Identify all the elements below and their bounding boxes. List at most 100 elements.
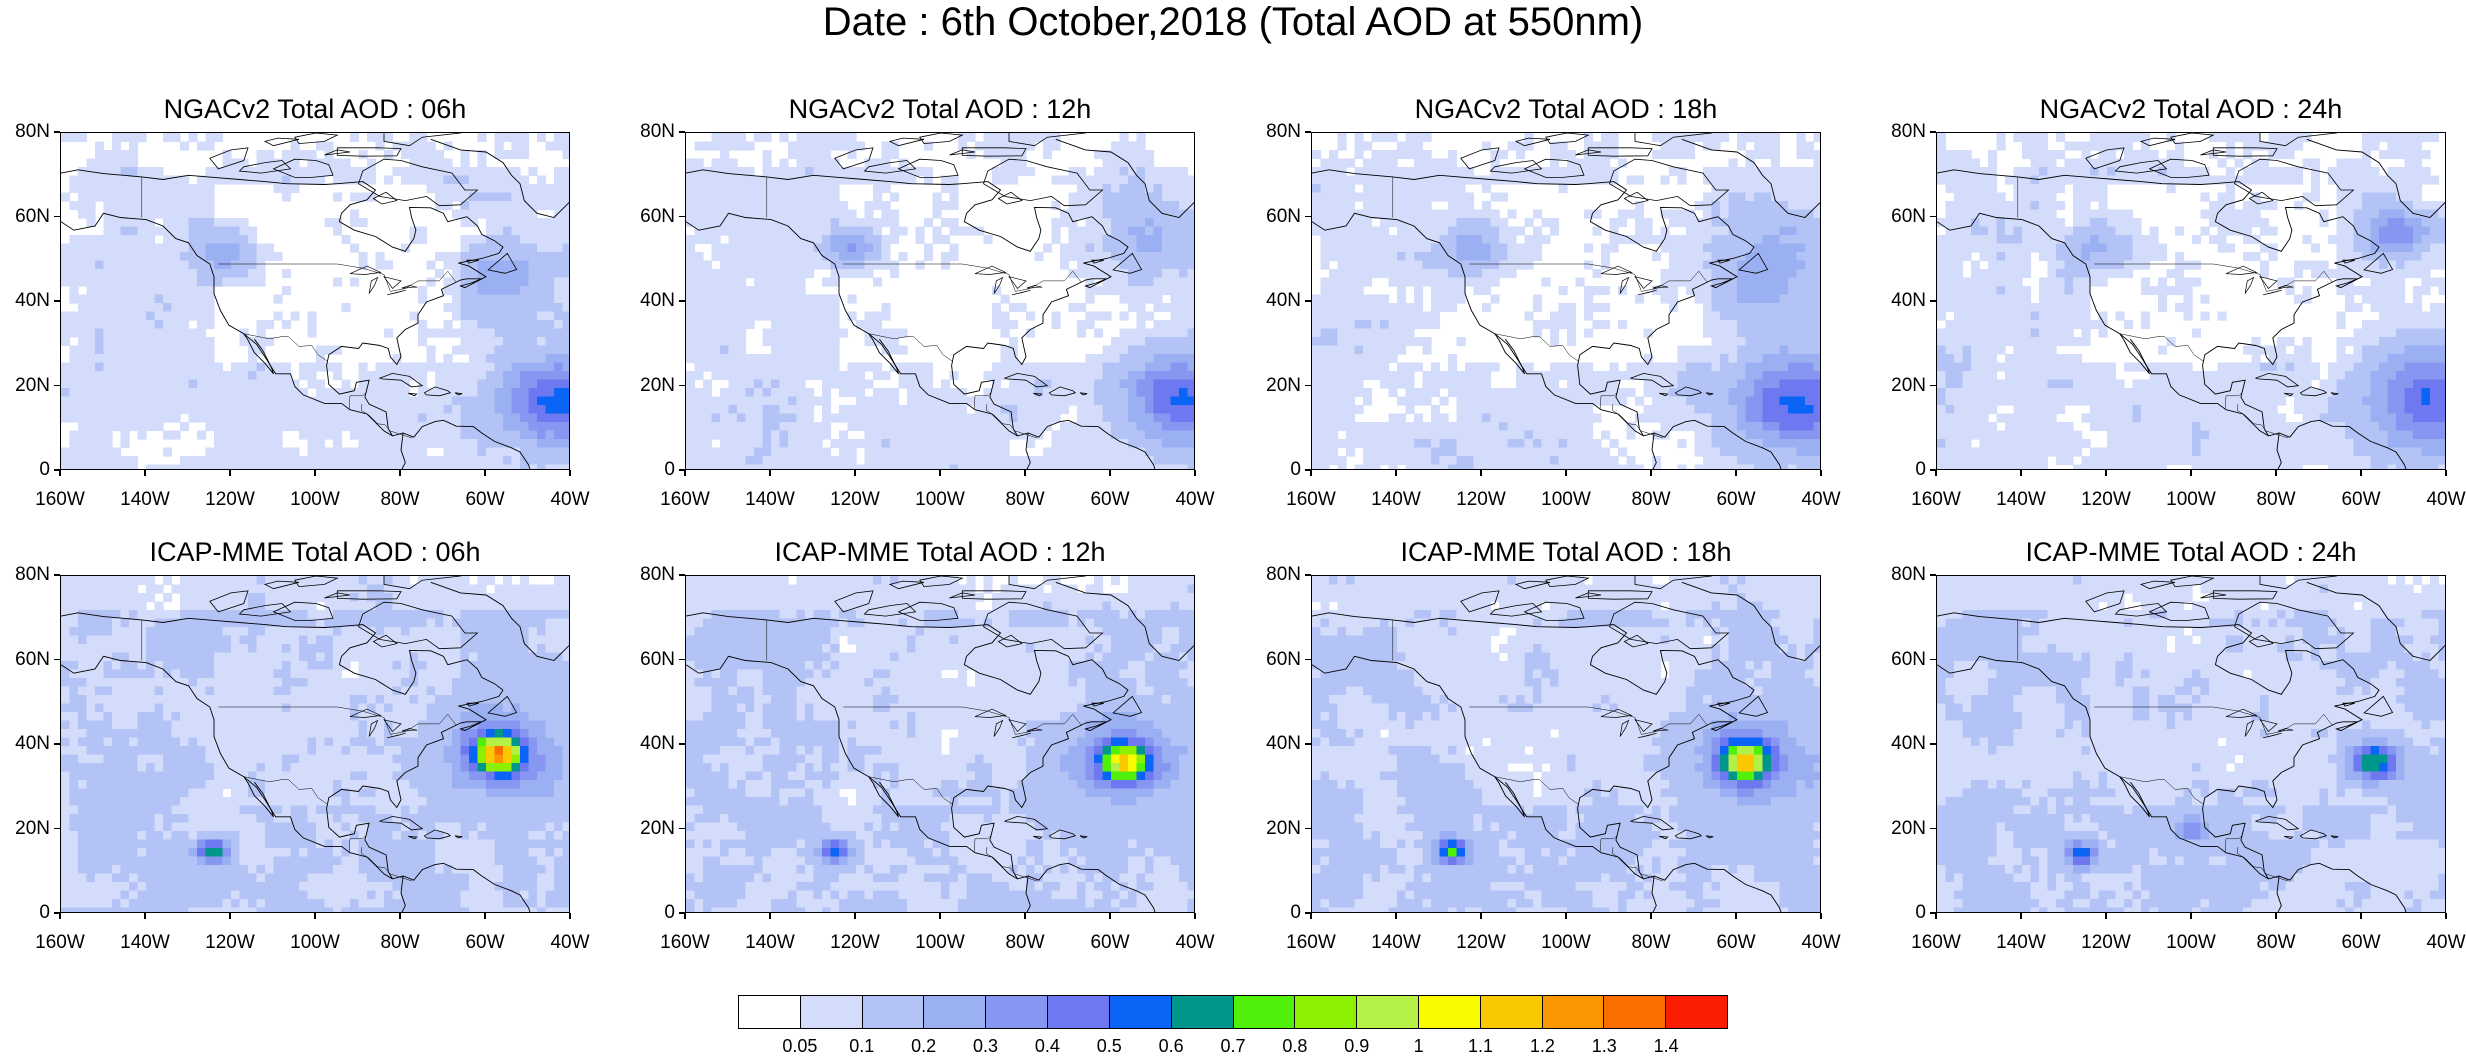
lon-tick (1935, 913, 1937, 919)
lat-tick-label: 80N (1891, 121, 1926, 142)
lon-tick (1650, 470, 1652, 476)
lon-tick (2445, 470, 2447, 476)
lat-tick-label: 20N (1266, 817, 1301, 839)
map-frame (1311, 132, 1821, 470)
lon-tick-label: 60W (2341, 932, 2381, 953)
lon-tick (2020, 470, 2022, 476)
lon-tick-label: 100W (290, 489, 340, 510)
lon-tick-label: 40W (1175, 489, 1215, 510)
map-frame (685, 132, 1195, 470)
lon-tick (769, 913, 771, 919)
lon-tick-label: 120W (1456, 489, 1506, 510)
aod-field (1937, 576, 2445, 912)
lon-tick (484, 470, 486, 476)
map-frame (1936, 575, 2446, 913)
colorbar-label: 0.05 (782, 1036, 818, 1056)
lat-tick-label: 80N (15, 564, 50, 585)
aod-field (61, 576, 569, 912)
lon-tick (1395, 470, 1397, 476)
colorbar-swatch (1048, 996, 1110, 1028)
aod-map (1937, 133, 2445, 469)
aod-map (61, 133, 569, 469)
lon-tick (2360, 913, 2362, 919)
map-panel: ICAP-MME Total AOD : 18h 80N 60N 40N 20N 0 160… (1266, 537, 1840, 953)
lat-tick-label: 0 (1915, 902, 1926, 923)
lon-tick (2275, 913, 2277, 919)
lon-tick-label: 80W (1005, 489, 1045, 510)
lat-tick-label: 40N (1266, 290, 1301, 311)
lon-tick-label: 160W (35, 489, 85, 510)
lon-tick (1310, 913, 1312, 919)
lat-tick-label: 20N (15, 817, 50, 839)
lon-tick-label: 140W (745, 932, 795, 953)
map-frame (60, 132, 570, 470)
lon-tick-label: 80W (2256, 932, 2296, 953)
lat-tick-label: 60N (1891, 648, 1926, 670)
colorbar-swatch (1418, 996, 1481, 1028)
colorbar-swatch (1109, 996, 1172, 1028)
lat-tick (1930, 131, 1936, 133)
lon-tick (399, 913, 401, 919)
lon-tick (399, 470, 401, 476)
lon-tick-label: 80W (380, 489, 420, 510)
lat-tick (1930, 300, 1936, 302)
lat-tick (54, 743, 60, 745)
lat-tick-label: 80N (1266, 564, 1301, 585)
lon-tick-label: 120W (2081, 489, 2131, 510)
lat-tick (54, 469, 60, 471)
lat-tick-label: 60N (1266, 648, 1301, 670)
lon-tick-label: 60W (465, 932, 505, 953)
colorbar-label: 1.1 (1467, 1036, 1494, 1056)
lon-tick (1310, 470, 1312, 476)
lon-tick-label: 40W (1175, 932, 1215, 953)
lon-tick-label: 80W (1631, 489, 1671, 510)
map-panel: ICAP-MME Total AOD : 06h 80N 60N 40N 20N 0 160… (15, 537, 589, 953)
lat-tick (1930, 215, 1936, 218)
lon-tick-label: 160W (35, 932, 85, 953)
lon-tick (769, 470, 771, 476)
colorbar-label: 1.4 (1653, 1036, 1679, 1056)
lon-tick-label: 40W (550, 932, 590, 953)
lon-tick (569, 470, 571, 476)
lat-tick-label: 0 (1290, 902, 1301, 923)
map-panel: ICAP-MME Total AOD : 24h 80N 60N 40N 20N 0 160… (1891, 537, 2465, 953)
lon-tick-label: 40W (1801, 932, 1841, 953)
lat-tick-label: 20N (1266, 374, 1301, 396)
colorbar-swatch (739, 996, 801, 1028)
panel-title: ICAP-MME Total AOD : 24h (2025, 537, 2357, 567)
colorbar-swatch (862, 996, 925, 1028)
colorbar-label: 0.2 (911, 1036, 937, 1056)
lat-tick (679, 300, 685, 302)
lon-tick (484, 913, 486, 919)
lon-tick (144, 470, 146, 476)
lat-tick-label: 0 (664, 902, 675, 923)
lat-tick-label: 0 (1290, 459, 1301, 480)
lat-tick (1305, 658, 1311, 661)
lon-tick-label: 60W (465, 489, 505, 510)
lon-tick (569, 913, 571, 919)
lon-tick (59, 913, 61, 919)
colorbar-label: 0.7 (1220, 1036, 1246, 1056)
lat-tick (1305, 912, 1311, 914)
lat-tick (1305, 827, 1311, 830)
lat-tick-label: 40N (1891, 733, 1926, 754)
lon-tick-label: 40W (550, 489, 590, 510)
lat-tick-label: 80N (1266, 121, 1301, 142)
colorbar-label: 0.1 (849, 1036, 875, 1056)
lat-tick (1930, 827, 1936, 830)
lon-tick (229, 913, 231, 919)
lon-tick (1735, 913, 1737, 919)
map-panel: NGACv2 Total AOD : 18h 80N 60N 40N 20N 0 160W 1… (1266, 94, 1840, 510)
colorbar-swatch (1604, 996, 1667, 1028)
lon-tick-label: 120W (830, 489, 880, 510)
lon-tick (684, 470, 686, 476)
lon-tick-label: 140W (745, 489, 795, 510)
colorbar-swatch (1357, 996, 1419, 1028)
lon-tick (939, 913, 941, 919)
colorbar-label: 1.3 (1591, 1036, 1617, 1056)
colorbar-swatch (1542, 996, 1605, 1028)
colorbar-label: 0.9 (1344, 1036, 1370, 1056)
aod-field (686, 133, 1194, 469)
lat-tick (679, 912, 685, 914)
lon-tick-label: 120W (2081, 932, 2131, 953)
